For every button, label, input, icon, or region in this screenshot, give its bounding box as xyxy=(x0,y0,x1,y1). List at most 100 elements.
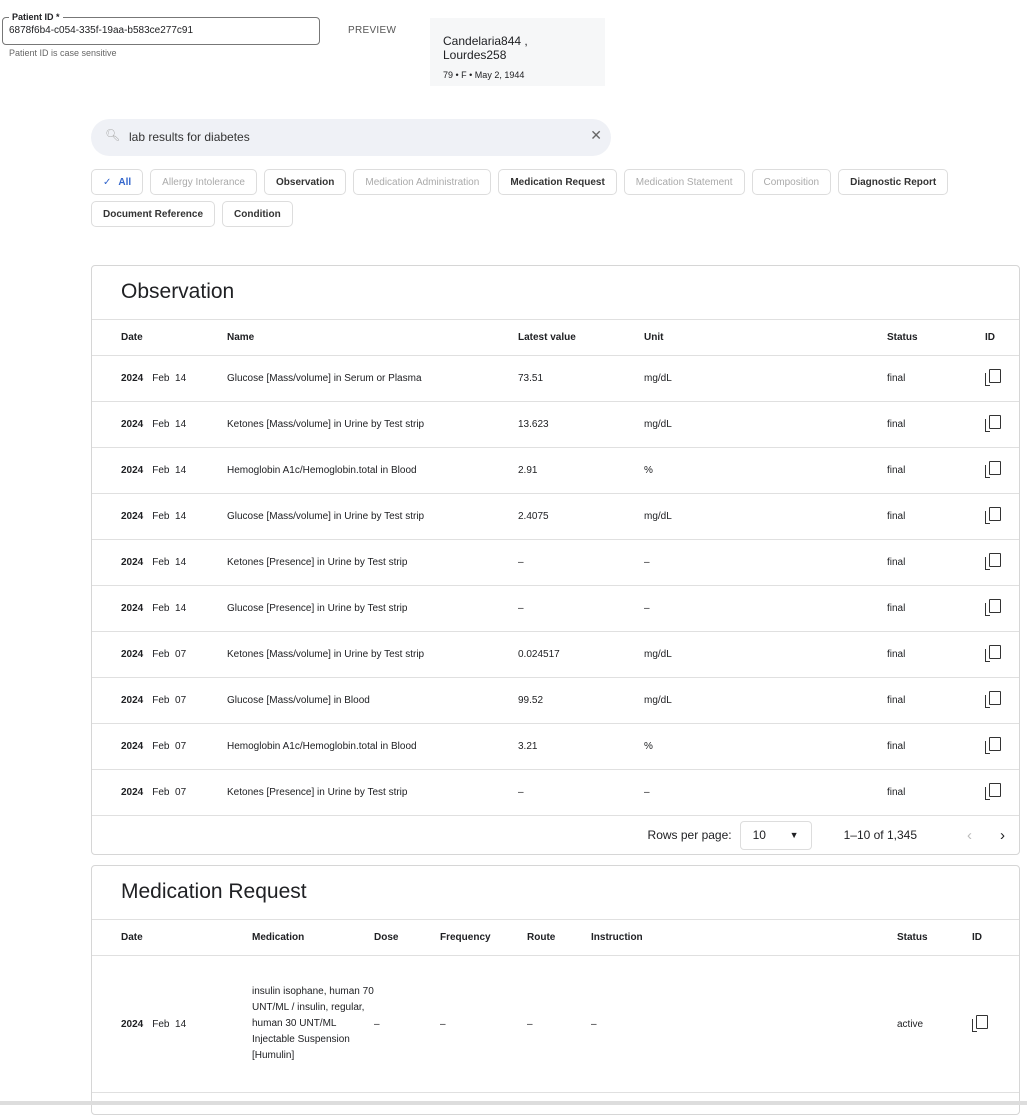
rows-per-page-label: Rows per page: xyxy=(647,828,732,842)
name-cell: Ketones [Presence] in Urine by Test stri… xyxy=(227,539,518,586)
date-cell: 2024 Feb 07 xyxy=(92,723,227,770)
column-header: Dose xyxy=(374,919,440,956)
date-cell: 2024 Feb 07 xyxy=(92,769,227,816)
copy-icon[interactable] xyxy=(985,553,1001,570)
year: 2024 xyxy=(121,787,144,798)
value-cell: 0.024517 xyxy=(518,631,644,678)
column-header: Frequency xyxy=(440,919,527,956)
status-cell: active xyxy=(897,955,972,1093)
copy-icon[interactable] xyxy=(985,415,1001,432)
column-header: ID xyxy=(972,919,1019,956)
chip-observation[interactable]: Observation xyxy=(264,169,347,195)
id-cell xyxy=(985,401,1019,448)
date-cell: 2024 Feb 14 xyxy=(92,493,227,540)
search-bar: 🔍︎ ✕ xyxy=(91,119,611,156)
chip-medication-request[interactable]: Medication Request xyxy=(498,169,617,195)
caret-down-icon: ▼ xyxy=(789,830,799,840)
table-row[interactable]: 2024 Feb 07 Ketones [Mass/volume] in Urine… xyxy=(92,631,1019,678)
table-row[interactable]: 2024 Feb 14 Hemoglobin A1c/Hemoglobin.tota… xyxy=(92,447,1019,494)
value-cell: 73.51 xyxy=(518,355,644,402)
copy-icon[interactable] xyxy=(985,461,1001,478)
table-row[interactable]: 2024 Feb 07 Glucose [Mass/volume] in Blood… xyxy=(92,677,1019,724)
search-input[interactable] xyxy=(129,130,569,144)
status-cell: final xyxy=(887,539,985,586)
table-row[interactable]: 2024 Feb 14 Ketones [Mass/volume] in Urine… xyxy=(92,401,1019,448)
medication-request-title: Medication Request xyxy=(121,880,307,903)
status-cell: final xyxy=(887,401,985,448)
table-row[interactable]: 2024 Feb 14 Glucose [Presence] in Urine by… xyxy=(92,585,1019,632)
column-header: Date xyxy=(92,919,252,956)
copy-icon[interactable] xyxy=(985,691,1001,708)
column-header: Route xyxy=(527,919,591,956)
copy-icon[interactable] xyxy=(985,369,1001,386)
patient-id-field[interactable]: Patient ID * xyxy=(2,12,320,45)
year: 2024 xyxy=(121,649,144,660)
medication-request-card: Medication Request Date Medication Dose Fre… xyxy=(91,865,1020,1115)
chip-label: Diagnostic Report xyxy=(850,176,937,188)
value-cell: 2.91 xyxy=(518,447,644,494)
day: Feb 14 xyxy=(152,1018,187,1030)
chevron-right-icon[interactable]: › xyxy=(1000,826,1005,844)
table-row[interactable]: 2024 Feb 07 Ketones [Presence] in Urine by… xyxy=(92,769,1019,816)
value-cell: – xyxy=(518,539,644,586)
unit-cell: mg/dL xyxy=(644,493,887,540)
observation-title: Observation xyxy=(121,280,235,303)
chip-label: Observation xyxy=(276,176,335,188)
day: Feb 07 xyxy=(152,695,187,706)
day: Feb 07 xyxy=(152,787,187,798)
chevron-left-icon[interactable]: ‹ xyxy=(967,826,972,844)
medication-cell: insulin isophane, human 70 UNT/ML / insu… xyxy=(252,955,374,1093)
medication-request-table: Date Medication Dose Frequency Route Instruct… xyxy=(92,919,1019,1093)
patient-id-label: Patient ID * xyxy=(9,12,63,22)
date-cell: 2024 Feb 14 xyxy=(92,355,227,402)
patient-id-input[interactable] xyxy=(9,25,309,36)
table-row[interactable]: 2024 Feb 14 Glucose [Mass/volume] in Urine… xyxy=(92,493,1019,540)
chip-medication-statement[interactable]: Medication Statement xyxy=(623,169,745,195)
observation-card: Observation Date Name Latest value Unit Stat… xyxy=(91,265,1020,855)
table-row[interactable]: 2024 Feb 14 Ketones [Presence] in Urine by… xyxy=(92,539,1019,586)
copy-icon[interactable] xyxy=(985,645,1001,662)
copy-icon[interactable] xyxy=(985,599,1001,616)
value-cell: 2.4075 xyxy=(518,493,644,540)
copy-icon[interactable] xyxy=(985,737,1001,754)
name-cell: Glucose [Mass/volume] in Blood xyxy=(227,677,518,724)
chip-condition[interactable]: Condition xyxy=(222,201,293,227)
id-cell xyxy=(985,493,1019,540)
table-row[interactable]: 2024 Feb 14 Glucose [Mass/volume] in Serum… xyxy=(92,355,1019,402)
chip-all[interactable]: ✓ All xyxy=(91,169,144,195)
date-cell: 2024 Feb 07 xyxy=(92,677,227,724)
chip-composition[interactable]: Composition xyxy=(751,169,832,195)
year: 2024 xyxy=(121,373,144,384)
chip-document-reference[interactable]: Document Reference xyxy=(91,201,216,227)
date-cell: 2024 Feb 14 xyxy=(92,585,227,632)
unit-cell: % xyxy=(644,723,887,770)
chip-allergy-intolerance[interactable]: Allergy Intolerance xyxy=(150,169,257,195)
unit-cell: – xyxy=(644,585,887,632)
unit-cell: – xyxy=(644,769,887,816)
table-row[interactable]: 2024 Feb 07 Hemoglobin A1c/Hemoglobin.tota… xyxy=(92,723,1019,770)
copy-icon[interactable] xyxy=(985,507,1001,524)
copy-icon[interactable] xyxy=(985,783,1001,800)
id-cell xyxy=(985,723,1019,770)
year: 2024 xyxy=(121,603,144,614)
copy-icon[interactable] xyxy=(972,1014,988,1032)
chip-label: Medication Request xyxy=(510,176,605,188)
date-cell: 2024 Feb 07 xyxy=(92,631,227,678)
unit-cell: mg/dL xyxy=(644,677,887,724)
column-header: Medication xyxy=(252,919,374,956)
horizontal-scrollbar[interactable] xyxy=(0,1101,1027,1105)
chip-diagnostic-report[interactable]: Diagnostic Report xyxy=(838,169,949,195)
status-cell: final xyxy=(887,631,985,678)
preview-button[interactable]: PREVIEW xyxy=(348,25,397,36)
column-header: ID xyxy=(985,319,1019,356)
date-cell: 2024 Feb 14 xyxy=(92,447,227,494)
patient-details: 79 • F • May 2, 1944 xyxy=(443,70,525,80)
chip-medication-administration[interactable]: Medication Administration xyxy=(353,169,492,195)
name-cell: Hemoglobin A1c/Hemoglobin.total in Blood xyxy=(227,447,518,494)
table-row[interactable]: 2024 Feb 14 insulin isophane, human 70 UNT… xyxy=(92,955,1019,1093)
close-icon[interactable]: ✕ xyxy=(590,127,602,143)
observation-table: Date Name Latest value Unit Status ID 2024 Feb… xyxy=(92,319,1019,816)
id-cell xyxy=(985,677,1019,724)
value-cell: 3.21 xyxy=(518,723,644,770)
rows-per-page-select[interactable]: 10 ▼ xyxy=(739,820,812,850)
